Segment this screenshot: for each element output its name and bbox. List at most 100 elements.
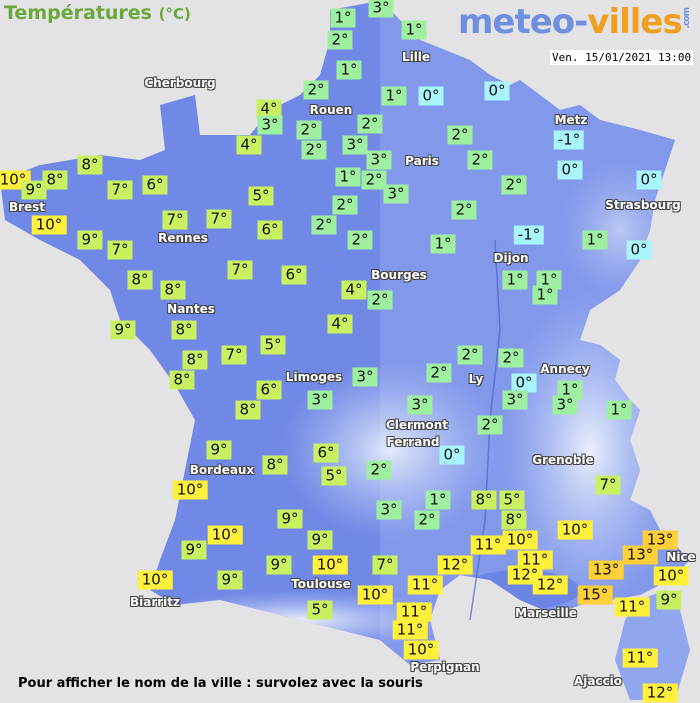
city-label[interactable]: Perpignan [410, 660, 480, 674]
city-label[interactable]: Strasbourg [605, 198, 681, 212]
temperature-label[interactable]: 2° [311, 215, 337, 235]
temperature-label[interactable]: 8° [169, 370, 195, 390]
temperature-label[interactable]: 12° [642, 683, 678, 703]
temperature-label[interactable]: 7° [595, 475, 621, 495]
temperature-label[interactable]: 1° [536, 270, 562, 290]
temperature-label[interactable]: 3° [307, 390, 333, 410]
city-label[interactable]: Rouen [309, 103, 353, 117]
temperature-label[interactable]: 3° [383, 184, 409, 204]
temperature-label[interactable]: 8° [235, 400, 261, 420]
temperature-label[interactable]: 1° [381, 86, 407, 106]
temperature-label[interactable]: 2° [296, 120, 322, 140]
temperature-label[interactable]: 1° [606, 400, 632, 420]
temperature-label[interactable]: 1° [401, 20, 427, 40]
temperature-label[interactable]: 0° [511, 373, 537, 393]
temperature-label[interactable]: 2° [303, 80, 329, 100]
temperature-label[interactable]: 2° [414, 510, 440, 530]
city-label[interactable]: Toulouse [291, 577, 351, 591]
city-label[interactable]: Bordeaux [189, 463, 255, 477]
temperature-label[interactable]: 0° [626, 240, 652, 260]
temperature-label[interactable]: 1° [336, 60, 362, 80]
temperature-label[interactable]: 10° [357, 585, 393, 605]
temperature-label[interactable]: 11° [622, 648, 658, 668]
temperature-label[interactable]: 9° [206, 440, 232, 460]
temperature-label[interactable]: 2° [357, 114, 383, 134]
temperature-label[interactable]: 1° [430, 234, 456, 254]
temperature-label[interactable]: 8° [471, 490, 497, 510]
temperature-label[interactable]: 10° [31, 215, 67, 235]
city-label[interactable]: Ferrand [386, 435, 440, 449]
temperature-label[interactable]: 1° [502, 270, 528, 290]
temperature-label[interactable]: 8° [160, 280, 186, 300]
temperature-label[interactable]: 13° [642, 530, 678, 550]
temperature-label[interactable]: 8° [501, 510, 527, 530]
temperature-label[interactable]: 6° [313, 443, 339, 463]
temperature-label[interactable]: 9° [21, 180, 47, 200]
temperature-label[interactable]: 15° [577, 585, 613, 605]
temperature-label[interactable]: 8° [77, 155, 103, 175]
temperature-label[interactable]: 2° [447, 125, 473, 145]
temperature-label[interactable]: 4° [236, 135, 262, 155]
city-label[interactable]: Annecy [540, 362, 590, 376]
temperature-label[interactable]: 1° [330, 8, 356, 28]
temperature-label[interactable]: 5° [260, 335, 286, 355]
temperature-label[interactable]: 2° [367, 290, 393, 310]
temperature-label[interactable]: 4° [341, 280, 367, 300]
temperature-label[interactable]: 2° [426, 363, 452, 383]
city-label[interactable]: Lille [401, 50, 431, 64]
temperature-label[interactable]: 3° [352, 367, 378, 387]
temperature-label[interactable]: 11° [396, 602, 432, 622]
temperature-label[interactable]: 3° [407, 395, 433, 415]
city-label[interactable]: Bourges [371, 268, 427, 282]
temperature-label[interactable]: 3° [257, 115, 283, 135]
temperature-label[interactable]: 7° [372, 555, 398, 575]
temperature-label[interactable]: 11° [392, 620, 428, 640]
temperature-label[interactable]: 0° [557, 160, 583, 180]
temperature-label[interactable]: 7° [227, 260, 253, 280]
city-label[interactable]: Nice [666, 550, 696, 564]
temperature-label[interactable]: 3° [376, 500, 402, 520]
temperature-label[interactable]: 1° [425, 490, 451, 510]
temperature-label[interactable]: 12° [532, 575, 568, 595]
temperature-label[interactable]: 0° [418, 86, 444, 106]
temperature-label[interactable]: 9° [181, 540, 207, 560]
city-label[interactable]: Grenoble [532, 453, 594, 467]
city-label[interactable]: Metz [554, 113, 588, 127]
temperature-label[interactable]: 0° [439, 445, 465, 465]
temperature-label[interactable]: 9° [77, 230, 103, 250]
logo[interactable]: meteo-villes.com [458, 2, 692, 42]
temperature-label[interactable]: 9° [277, 509, 303, 529]
city-label[interactable]: Clermont [385, 418, 449, 432]
city-label[interactable]: Cherbourg [144, 76, 216, 90]
temperature-label[interactable]: 5° [307, 600, 333, 620]
temperature-label[interactable]: 11° [517, 550, 553, 570]
temperature-label[interactable]: 2° [501, 175, 527, 195]
temperature-label[interactable]: 6° [281, 265, 307, 285]
city-label[interactable]: Paris [405, 154, 439, 168]
temperature-label[interactable]: 5° [499, 490, 525, 510]
temperature-label[interactable]: 8° [171, 320, 197, 340]
temperature-label[interactable]: 8° [127, 270, 153, 290]
temperature-label[interactable]: 2° [327, 30, 353, 50]
temperature-label[interactable]: 2° [332, 195, 358, 215]
temperature-label[interactable]: 5° [321, 466, 347, 486]
temperature-label[interactable]: 13° [622, 545, 658, 565]
temperature-label[interactable]: 3° [552, 395, 578, 415]
temperature-label[interactable]: 11° [614, 597, 650, 617]
temperature-label[interactable]: 2° [498, 348, 524, 368]
temperature-label[interactable]: 7° [162, 210, 188, 230]
temperature-label[interactable]: 7° [206, 209, 232, 229]
temperature-label[interactable]: 0° [484, 81, 510, 101]
temperature-label[interactable]: 9° [266, 555, 292, 575]
city-label[interactable]: Ajaccio [573, 674, 623, 688]
temperature-label[interactable]: 7° [107, 240, 133, 260]
temperature-label[interactable]: 7° [221, 345, 247, 365]
temperature-label[interactable]: -1° [553, 130, 585, 150]
temperature-label[interactable]: 8° [182, 350, 208, 370]
temperature-label[interactable]: 2° [467, 150, 493, 170]
temperature-label[interactable]: 3° [502, 390, 528, 410]
temperature-label[interactable]: 3° [342, 135, 368, 155]
temperature-label[interactable]: 3° [366, 150, 392, 170]
temperature-label[interactable]: 6° [257, 220, 283, 240]
temperature-label[interactable]: 8° [262, 455, 288, 475]
